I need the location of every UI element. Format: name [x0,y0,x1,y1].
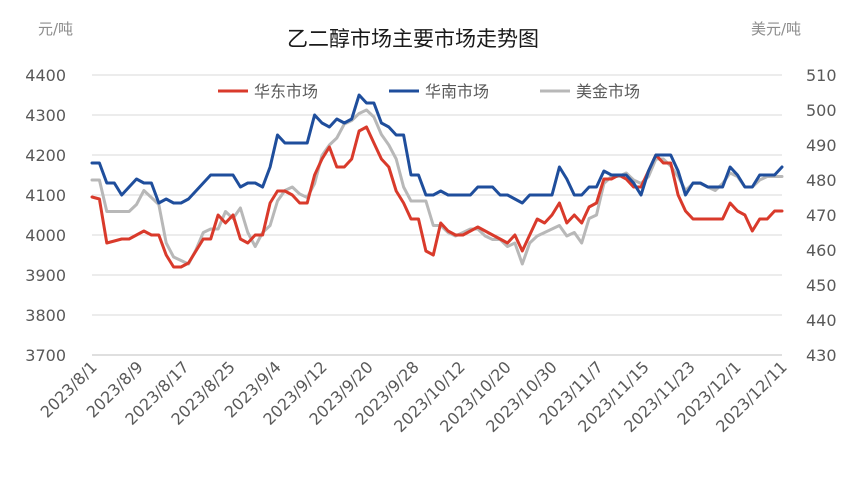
legend-label-1: 华东市场 [254,82,318,101]
right-axis-unit: 美元/吨 [751,20,801,38]
left-axis-unit: 元/吨 [38,20,73,38]
legend-label-2: 华南市场 [425,82,489,101]
chart-title: 乙二醇市场主要市场走势图 [287,27,539,51]
y-left-tick-label: 3900 [25,266,66,285]
y-right-tick-label: 500 [806,101,837,120]
series-line-1 [90,125,784,269]
series-lines [90,93,784,269]
y-right-tick-label: 470 [806,206,837,225]
y-right-tick-label: 460 [806,241,837,260]
right-axis: 430 440 450 460 470 480 490 500 510 [806,66,837,365]
y-left-tick-label: 4100 [25,186,66,205]
x-axis: 2023/8/12023/8/92023/8/172023/8/252023/9… [37,357,791,436]
gridlines [92,74,782,356]
y-right-tick-label: 480 [806,171,837,190]
y-left-tick-label: 4300 [25,106,66,125]
legend: 华东市场 华南市场 美金市场 [218,82,640,101]
legend-label-3: 美金市场 [576,82,640,101]
y-left-tick-label: 4000 [25,226,66,245]
y-right-tick-label: 450 [806,276,837,295]
series-line-2 [90,93,784,205]
y-right-tick-label: 430 [806,346,837,365]
y-left-tick-label: 4400 [25,66,66,85]
y-left-tick-label: 3800 [25,306,66,325]
y-left-tick-label: 3700 [25,346,66,365]
left-axis: 3700 3800 3900 4000 4100 4200 4300 4400 [25,66,66,365]
y-right-tick-label: 440 [806,311,837,330]
y-right-tick-label: 510 [806,66,837,85]
y-right-tick-label: 490 [806,136,837,155]
y-left-tick-label: 4200 [25,146,66,165]
